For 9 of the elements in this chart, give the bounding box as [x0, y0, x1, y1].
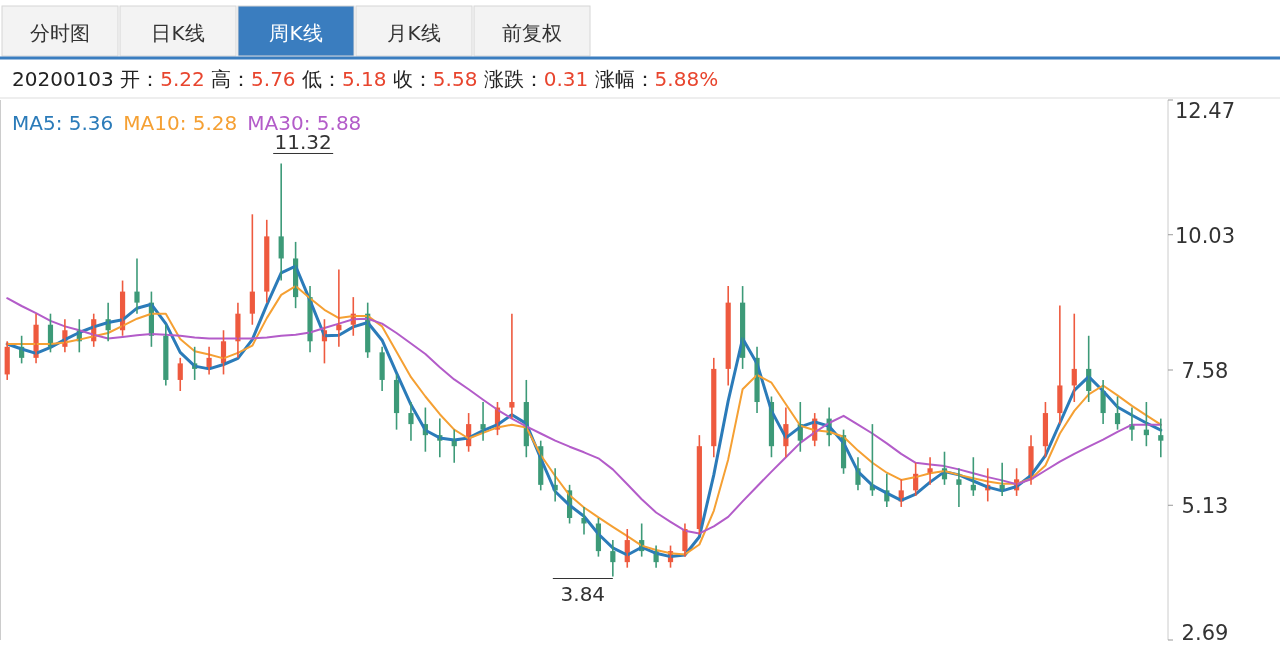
price-label: 3.84 — [552, 578, 614, 606]
tabs: 分时图 日K线 周K线 月K线 前复权 — [1, 5, 591, 57]
y-tick-label: 12.47 — [1174, 99, 1236, 123]
y-tick-label: 2.69 — [1181, 621, 1229, 645]
y-tick-label: 7.58 — [1181, 359, 1229, 383]
y-tick-label: 5.13 — [1181, 494, 1229, 519]
annotation: 3.84 — [560, 581, 606, 606]
chart-title: 20200103 开：5.22 高：5.76 低：5.18 收：5.58 涨跌：0.31 涨幅：5.88% — [12, 67, 719, 91]
y-tick-label: 10.03 — [1174, 223, 1236, 248]
